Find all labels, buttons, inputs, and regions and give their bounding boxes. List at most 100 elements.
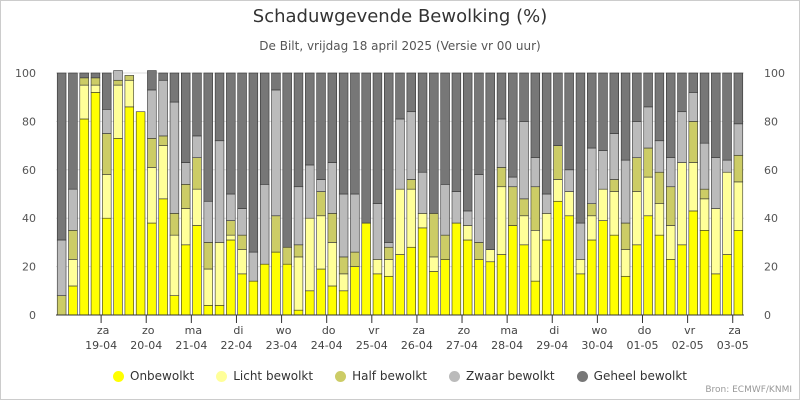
bar-half-47 (587, 203, 597, 217)
legend-item-half-bewolkt[interactable]: Half bewolkt (335, 367, 427, 385)
bar-onbewolkt-44 (553, 200, 563, 316)
bar-onbewolkt-30 (395, 254, 405, 316)
bar-geheel-50 (620, 72, 631, 161)
bar-licht-14 (214, 242, 225, 306)
bar-geheel-60 (733, 72, 744, 125)
bar-zwaar-15 (226, 193, 236, 221)
bar-licht-32 (417, 213, 428, 229)
bar-licht-12 (192, 188, 202, 226)
bar-geheel-26 (350, 72, 360, 195)
bar-onbewolkt-40 (508, 225, 518, 316)
bar-onbewolkt-1 (68, 285, 78, 316)
bar-onbewolkt-48 (598, 220, 608, 316)
legend-item-zwaar-bewolkt[interactable]: Zwaar bewolkt (449, 367, 555, 385)
bar-licht-28 (372, 259, 383, 275)
bar-geheel-43 (541, 72, 552, 195)
bar-geheel-24 (327, 72, 338, 163)
y-tick-label-left-80: 80 (22, 115, 36, 128)
bar-half-54 (665, 186, 676, 226)
x-tick-date-3: 22-04 (220, 339, 252, 352)
bar-half-50 (620, 222, 631, 250)
chart-title: Schaduwgevende Bewolking (%) (252, 6, 548, 27)
bar-half-11 (181, 184, 191, 209)
bar-zwaar-19 (271, 89, 281, 217)
bar-geheel-48 (598, 72, 608, 151)
bar-onbewolkt-32 (417, 227, 428, 316)
bar-zwaar-51 (632, 121, 642, 159)
bar-zwaar-43 (541, 193, 552, 214)
bar-onbewolkt-23 (316, 268, 326, 316)
bar-half-41 (519, 198, 529, 217)
bar-half-9 (158, 135, 168, 146)
bar-half-5 (113, 79, 123, 86)
bar-onbewolkt-13 (203, 305, 213, 316)
bar-geheel-18 (259, 72, 270, 185)
bar-licht-33 (429, 256, 439, 272)
bar-geheel-4 (102, 72, 112, 110)
bar-half-34 (440, 234, 450, 260)
legend-item-geheel-bewolkt[interactable]: Geheel bewolkt (576, 367, 687, 385)
bar-geheel-33 (429, 72, 439, 214)
y-tick-label-right-80: 80 (764, 115, 778, 128)
bar-half-25 (338, 256, 349, 275)
bar-licht-16 (237, 249, 247, 275)
bar-onbewolkt-53 (654, 234, 665, 316)
bar-zwaar-35 (451, 191, 462, 224)
bar-licht-56 (688, 162, 698, 212)
bar-half-13 (203, 242, 213, 270)
bar-licht-9 (158, 145, 168, 200)
bar-onbewolkt-19 (271, 251, 281, 316)
bar-onbewolkt-4 (102, 217, 112, 316)
bar-geheel-28 (372, 72, 383, 204)
bar-zwaar-13 (203, 200, 213, 243)
bar-zwaar-29 (384, 242, 394, 248)
bar-geheel-54 (665, 72, 676, 158)
bar-geheel-8 (147, 70, 157, 91)
bar-onbewolkt-52 (643, 215, 653, 316)
y-tick-label-right-60: 60 (764, 164, 778, 177)
x-tick-date-12: 01-05 (627, 339, 659, 352)
legend-label-onbewolkt: Onbewolkt (130, 369, 195, 383)
x-tick-weekday-0: za (97, 324, 110, 337)
bar-zwaar-8 (147, 89, 157, 139)
legend-marker-half-bewolkt (335, 370, 347, 382)
bar-licht-8 (147, 167, 157, 224)
y-tick-label-left-100: 100 (15, 67, 36, 80)
bar-licht-45 (564, 191, 574, 217)
bar-half-31 (406, 179, 416, 190)
bar-licht-54 (665, 225, 676, 260)
source-credit: Bron: ECMWF/KNMI (705, 385, 792, 395)
legend-label-licht-bewolkt: Licht bewolkt (233, 369, 314, 383)
bar-onbewolkt-54 (665, 259, 676, 316)
legend-item-licht-bewolkt[interactable]: Licht bewolkt (216, 367, 313, 385)
x-tick-weekday-11: wo (592, 324, 608, 337)
bar-geheel-56 (688, 72, 698, 93)
bar-zwaar-32 (417, 171, 428, 214)
legend: Onbewolkt Licht bewolkt Half bewolkt Zwa… (0, 367, 800, 385)
bar-onbewolkt-20 (282, 263, 292, 316)
bar-zwaar-46 (575, 222, 586, 260)
bar-zwaar-56 (688, 92, 698, 122)
bar-onbewolkt-18 (259, 263, 270, 316)
bar-licht-4 (102, 174, 112, 219)
x-tick-weekday-4: wo (276, 324, 292, 337)
x-tick-date-11: 30-04 (581, 339, 613, 352)
bar-geheel-21 (293, 72, 304, 188)
bar-licht-22 (305, 217, 315, 292)
bar-geheel-59 (722, 72, 732, 161)
bar-geheel-17 (248, 72, 259, 253)
x-tick-weekday-6: vr (368, 324, 380, 337)
bar-zwaar-42 (530, 157, 541, 188)
legend-marker-onbewolkt (113, 370, 124, 382)
bar-geheel-45 (564, 72, 574, 171)
x-tick-weekday-9: ma (500, 324, 517, 337)
bar-licht-43 (541, 213, 552, 241)
legend-label-geheel-bewolkt: Geheel bewolkt (593, 369, 687, 383)
bar-zwaar-1 (68, 188, 78, 231)
legend-item-onbewolkt[interactable]: Onbewolkt (113, 367, 194, 385)
bar-onbewolkt-14 (214, 305, 225, 316)
bar-geheel-19 (271, 72, 281, 91)
bar-half-20 (282, 246, 292, 265)
bar-licht-11 (181, 208, 191, 246)
bar-geheel-51 (632, 72, 642, 122)
